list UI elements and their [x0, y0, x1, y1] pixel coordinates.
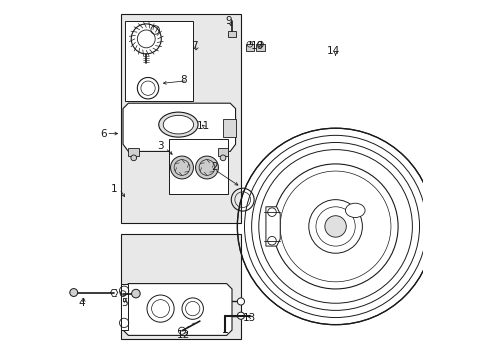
Ellipse shape [163, 115, 193, 134]
Polygon shape [123, 284, 231, 336]
Text: 2: 2 [210, 162, 217, 172]
Circle shape [195, 156, 218, 179]
Circle shape [237, 298, 244, 305]
Bar [124, 21, 192, 102]
Bar [256, 44, 264, 51]
Circle shape [131, 289, 140, 298]
Circle shape [324, 216, 346, 237]
Text: 8: 8 [180, 75, 187, 85]
Polygon shape [265, 207, 280, 246]
Text: 6: 6 [100, 129, 106, 139]
Bar [121, 234, 241, 339]
Bar [228, 31, 235, 37]
Polygon shape [121, 284, 128, 330]
Text: 3: 3 [157, 141, 163, 151]
Bar [121, 14, 241, 223]
Circle shape [220, 155, 225, 161]
Text: 12: 12 [177, 330, 190, 341]
Circle shape [70, 289, 78, 296]
Text: 7: 7 [191, 41, 198, 51]
Bar [169, 139, 228, 194]
Text: 10: 10 [250, 41, 263, 51]
Circle shape [131, 155, 136, 161]
Text: 1: 1 [111, 184, 117, 194]
Text: 14: 14 [326, 46, 340, 57]
Ellipse shape [159, 112, 198, 137]
Bar [217, 148, 228, 156]
Text: 4: 4 [79, 298, 85, 308]
Text: 5: 5 [122, 298, 128, 308]
Bar [128, 148, 139, 156]
Polygon shape [223, 119, 235, 137]
Text: 9: 9 [224, 16, 231, 26]
Text: 11: 11 [196, 121, 210, 131]
Circle shape [170, 156, 193, 179]
Text: 13: 13 [243, 312, 256, 323]
Polygon shape [123, 103, 235, 152]
Bar [245, 44, 254, 51]
Ellipse shape [345, 203, 365, 217]
Circle shape [237, 312, 244, 319]
